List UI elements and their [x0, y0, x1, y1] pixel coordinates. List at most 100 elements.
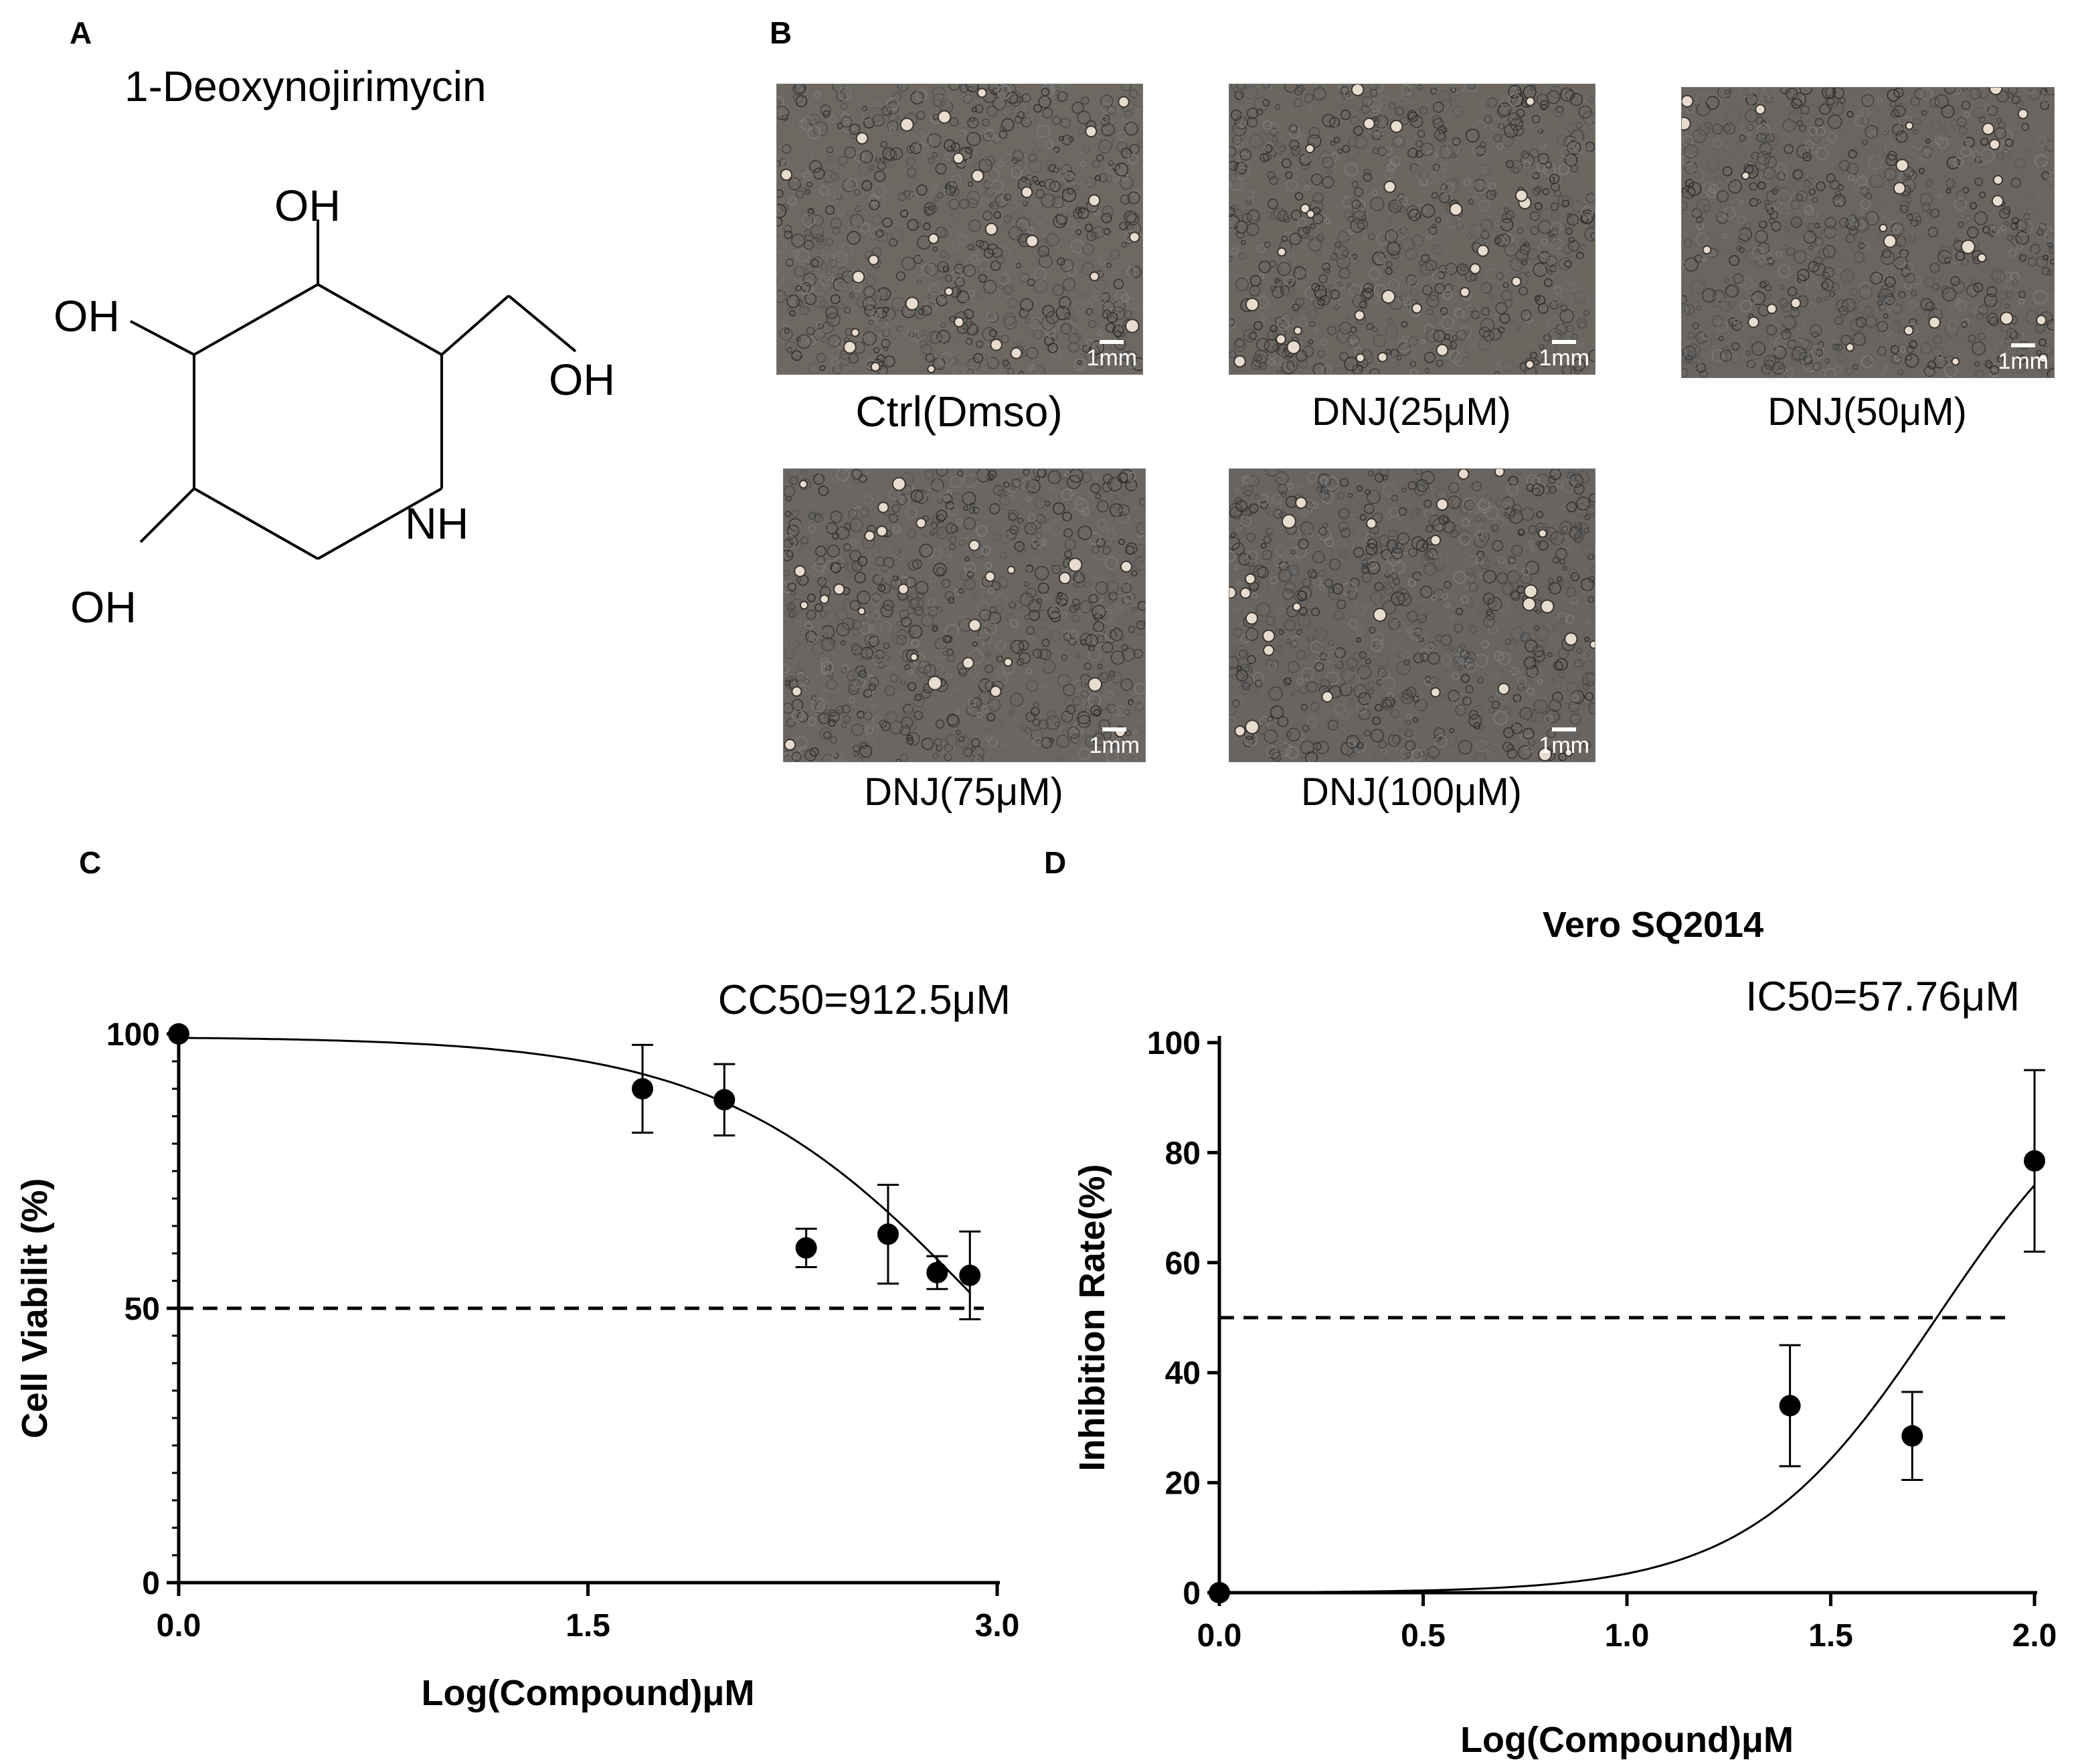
panel-letter-b: B	[770, 15, 792, 50]
cell-outline	[777, 238, 787, 252]
cell-outline	[1423, 588, 1432, 595]
cell-outline	[903, 189, 914, 200]
cell-outline	[1231, 135, 1242, 145]
cell-outline	[859, 150, 873, 164]
cell-outline	[788, 177, 802, 191]
cell-outline	[1472, 120, 1486, 135]
cell-outline	[1027, 115, 1033, 120]
cell-outline	[1254, 321, 1263, 331]
cell-outline	[1033, 648, 1043, 658]
cell-outline	[1586, 294, 1595, 304]
cell-outline	[1085, 735, 1097, 747]
cell-outline	[806, 181, 813, 187]
cell-outline	[1961, 321, 1968, 329]
cell-outline	[1498, 102, 1512, 116]
bright-cell	[1905, 121, 1914, 130]
cell-outline	[824, 275, 831, 282]
cell-outline	[818, 521, 829, 533]
bond-ring-bottom-right	[317, 487, 442, 560]
cell-outline	[1067, 511, 1079, 524]
cell-outline	[821, 253, 829, 260]
cell-outline	[1553, 236, 1566, 248]
cell-outline	[1442, 593, 1449, 600]
cell-outline	[1350, 740, 1362, 752]
cell-outline	[1373, 750, 1385, 762]
cell-outline	[1299, 646, 1312, 658]
cell-outline	[1317, 298, 1325, 306]
cell-outline	[1063, 711, 1076, 724]
cell-outline	[1389, 102, 1396, 110]
cell-outline	[843, 543, 851, 551]
cell-outline	[1684, 161, 1698, 175]
cell-outline	[1455, 704, 1467, 716]
cell-outline	[1474, 529, 1488, 544]
cell-outline	[1562, 504, 1569, 511]
cell-outline	[2037, 137, 2047, 147]
cell-outline	[1015, 217, 1030, 232]
cell-outline	[948, 357, 958, 367]
cell-outline	[1530, 178, 1535, 184]
cell-outline	[1724, 278, 1729, 283]
cell-outline	[1063, 632, 1071, 641]
cell-outline	[2046, 175, 2054, 187]
cell-outline	[1583, 95, 1591, 104]
cell-outline	[1907, 338, 1914, 345]
cell-outline	[1307, 471, 1318, 482]
cell-outline	[1387, 355, 1401, 369]
cell-outline	[1585, 193, 1595, 203]
cell-outline	[1068, 288, 1079, 298]
cell-outline	[1834, 191, 1842, 198]
cell-outline	[1294, 545, 1308, 559]
cell-outline	[1119, 175, 1134, 190]
cell-outline	[1112, 325, 1124, 337]
cell-outline	[1072, 266, 1086, 280]
cell-outline	[1787, 286, 1798, 296]
cell-outline	[883, 557, 895, 569]
cell-outline	[1569, 283, 1577, 292]
cell-outline	[1570, 692, 1581, 703]
cell-outline	[1465, 128, 1480, 143]
cell-outline	[1913, 88, 1925, 100]
cell-outline	[1352, 340, 1360, 348]
cell-outline	[1527, 663, 1542, 678]
cell-outline	[965, 338, 973, 345]
cell-outline	[1124, 221, 1134, 230]
cell-outline	[895, 271, 905, 281]
cell-outline	[1060, 117, 1071, 128]
cell-outline	[1927, 209, 1933, 215]
cell-outline	[816, 353, 827, 363]
cell-outline	[1130, 266, 1142, 278]
cell-outline	[1986, 362, 1993, 369]
cell-outline	[1529, 84, 1536, 91]
cell-outline	[820, 637, 835, 651]
cell-outline	[1296, 271, 1310, 285]
cell-outline	[1072, 598, 1080, 606]
cell-outline	[876, 157, 883, 163]
cell-outline	[2004, 290, 2013, 299]
cell-outline	[1296, 628, 1303, 636]
cell-outline	[1526, 665, 1539, 678]
cell-outline	[875, 556, 885, 567]
cell-outline	[1256, 108, 1264, 116]
cell-outline	[1559, 521, 1573, 535]
cell-outline	[802, 306, 811, 315]
cell-outline	[1229, 255, 1233, 262]
panel-letter-a: A	[70, 15, 92, 50]
cell-outline	[1065, 327, 1077, 338]
cell-outline	[859, 745, 873, 758]
cell-outline	[2041, 92, 2053, 104]
cell-outline	[1989, 231, 1995, 237]
cell-outline	[1472, 149, 1478, 155]
cell-outline	[1327, 326, 1336, 335]
cell-outline	[1020, 208, 1029, 217]
cell-outline	[1035, 189, 1045, 199]
cell-outline	[1127, 191, 1140, 204]
cell-outline	[1559, 87, 1574, 102]
cell-outline	[1379, 95, 1389, 104]
cell-outline	[1385, 349, 1391, 355]
cell-outline	[1118, 538, 1125, 545]
cell-outline	[1689, 104, 1697, 112]
cell-outline	[1728, 179, 1743, 194]
cell-outline	[1045, 715, 1061, 730]
cell-outline	[1941, 104, 1955, 118]
